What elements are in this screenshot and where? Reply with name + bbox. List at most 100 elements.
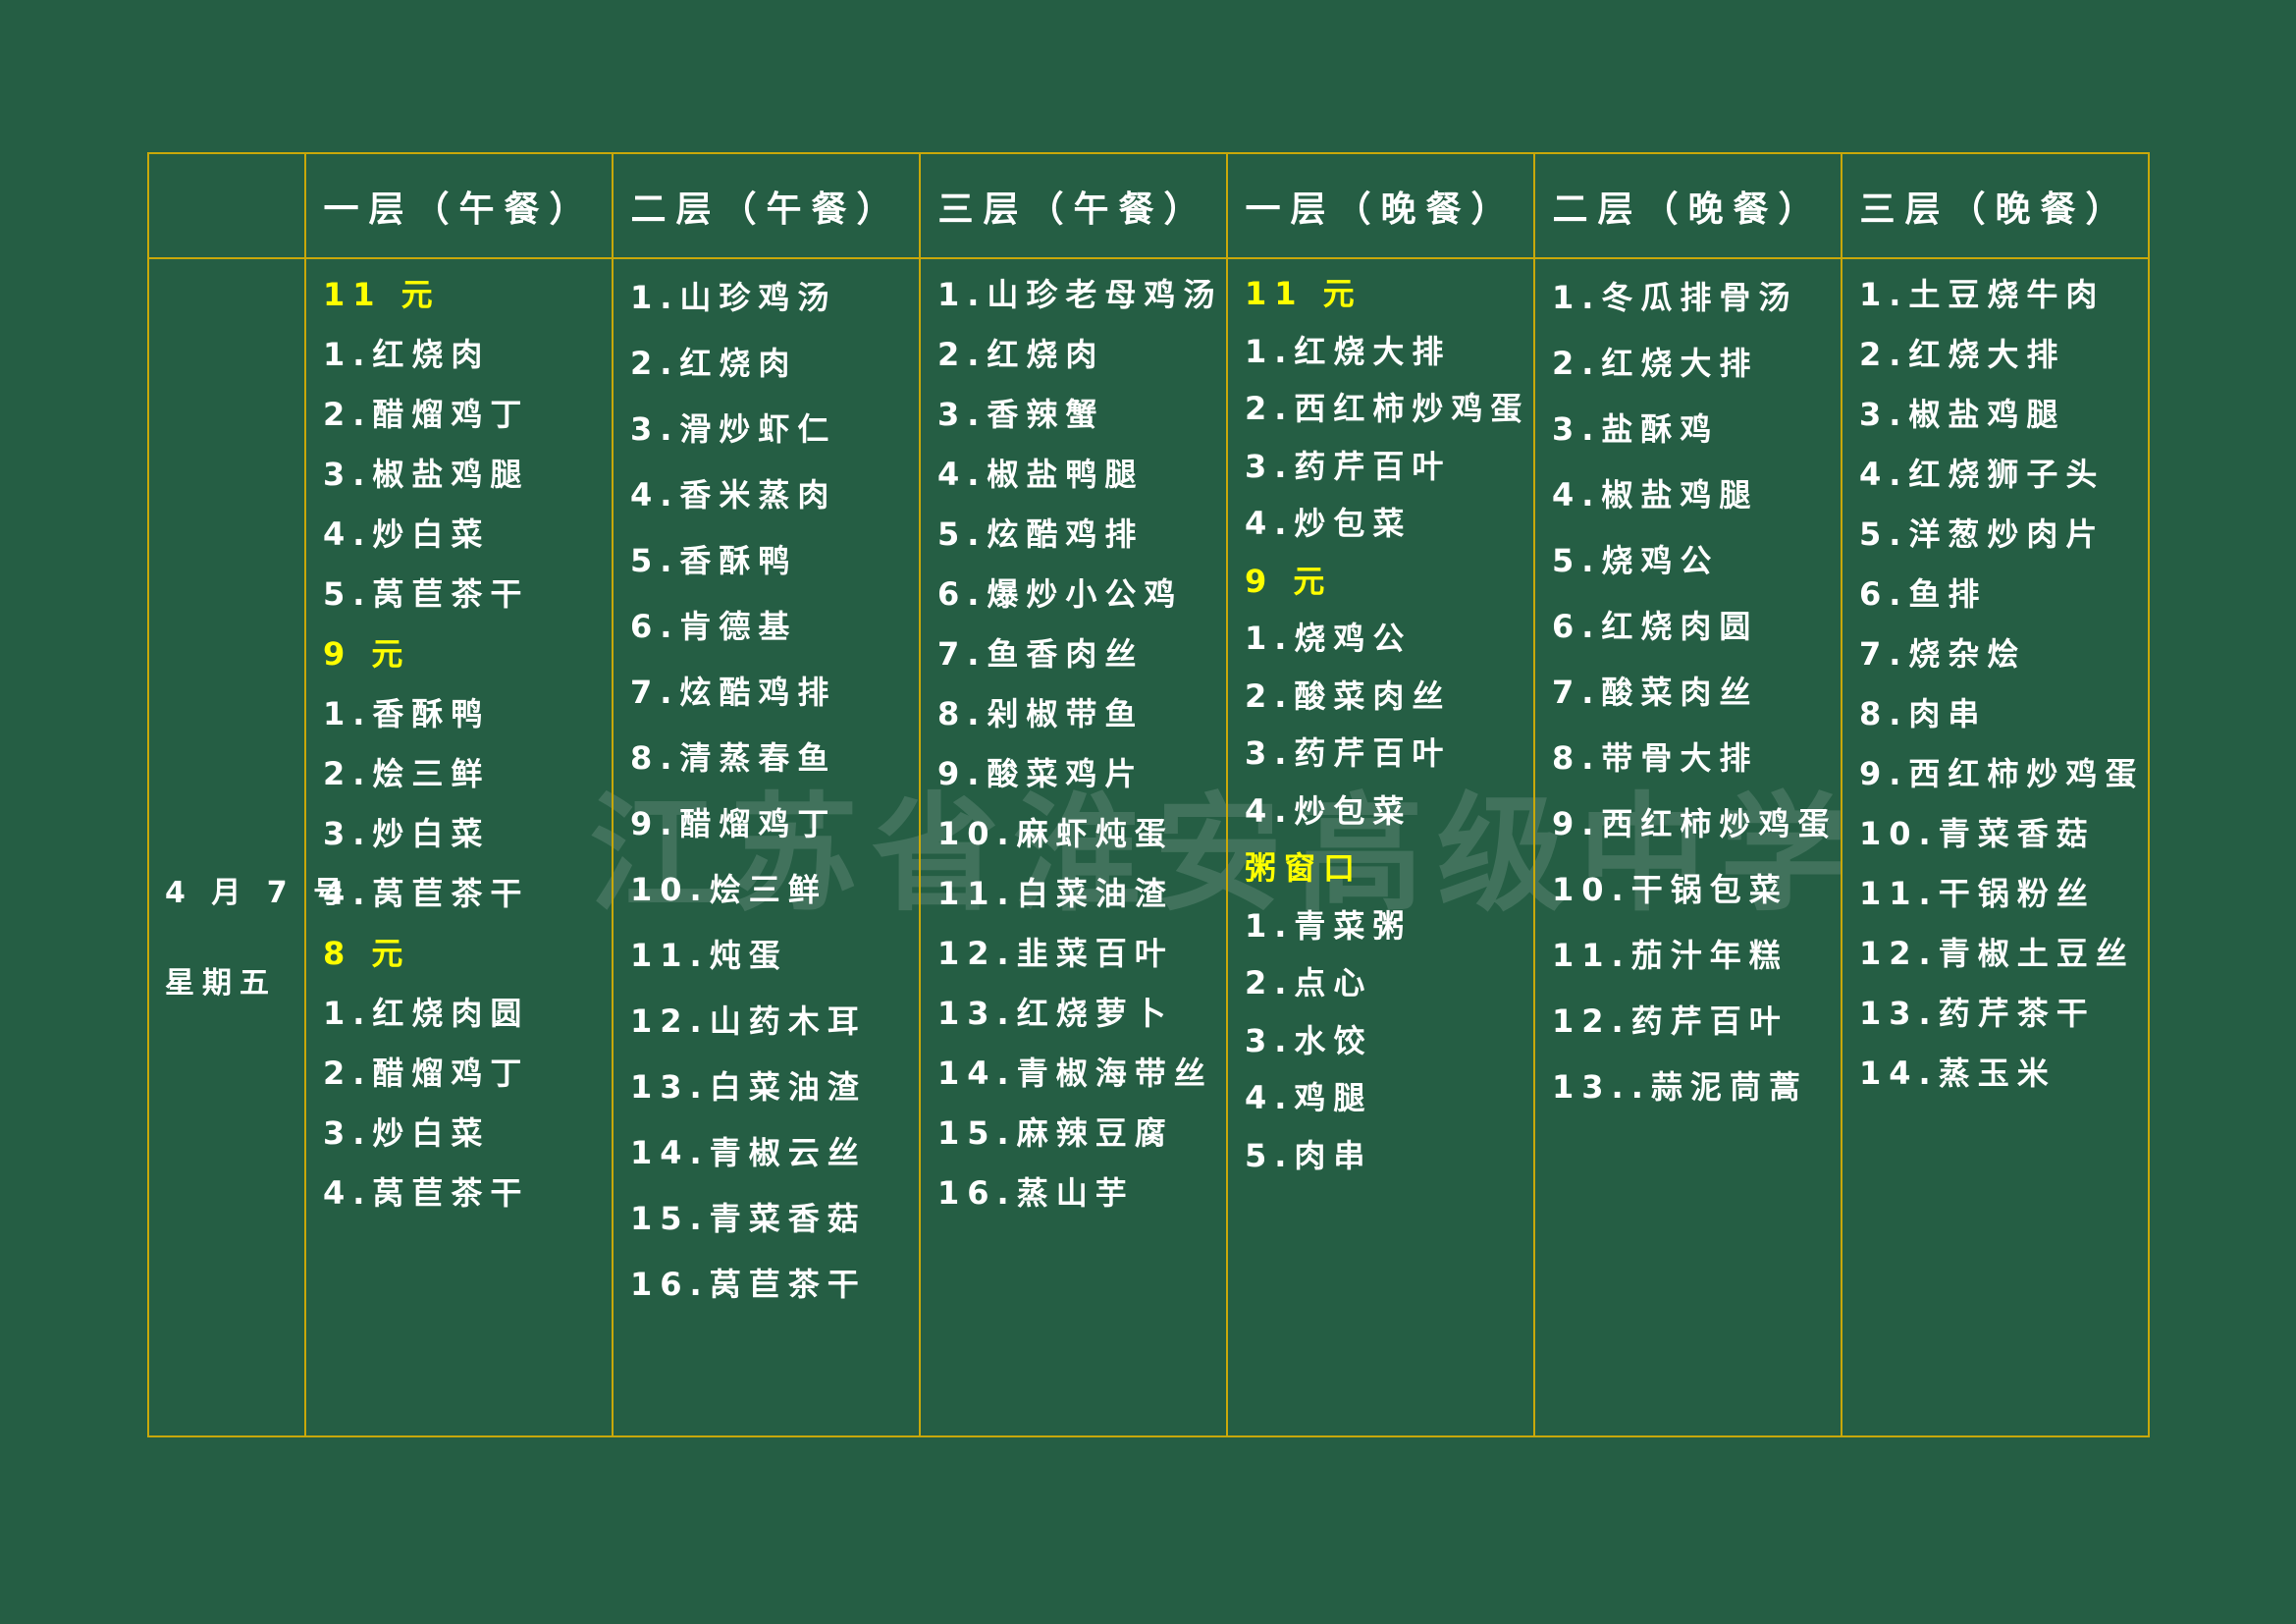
- header-floor1-dinner: 一层（晚餐）: [1226, 152, 1535, 259]
- price-heading: 8 元: [323, 935, 411, 972]
- menu-item: 16.莴苣茶干: [630, 1266, 867, 1303]
- menu-item: 11.白菜油渣: [937, 875, 1174, 912]
- menu-list-floor3-lunch: 1.山珍老母鸡汤 2.红烧肉 3.香辣蟹 4.椒盐鸭腿 5.炫酷鸡排 6.爆炒小公鸡 7.鱼…: [921, 259, 1226, 1223]
- price-heading: 9 元: [323, 635, 411, 673]
- menu-item: 4.炒包菜: [1245, 505, 1413, 542]
- menu-item: 2.西红柿炒鸡蛋: [1245, 390, 1530, 427]
- menu-item: 14.青椒云丝: [630, 1134, 867, 1171]
- menu-item: 11.茄汁年糕: [1552, 937, 1789, 974]
- header-floor3-dinner: 三层（晚餐）: [1841, 152, 2150, 259]
- menu-item: 15.麻辣豆腐: [937, 1114, 1174, 1152]
- menu-item: 5.肉串: [1245, 1136, 1373, 1174]
- menu-item: 13.红烧萝卜: [937, 995, 1174, 1032]
- menu-item: 3.椒盐鸡腿: [1859, 396, 2066, 433]
- menu-item: 6.肯德基: [630, 608, 798, 645]
- menu-item: 8.剁椒带鱼: [937, 695, 1145, 732]
- menu-item: 3.水饺: [1245, 1021, 1373, 1059]
- menu-item: 16.蒸山芋: [937, 1174, 1135, 1212]
- header-floor2-lunch: 二层（午餐）: [612, 152, 921, 259]
- menu-item: 1.红烧肉圆: [323, 995, 530, 1032]
- menu-item: 1.冬瓜排骨汤: [1552, 279, 1798, 316]
- menu-item: 6.爆炒小公鸡: [937, 575, 1184, 613]
- date-label: 4 月 7 号: [165, 876, 351, 910]
- menu-item: 3.药芹百叶: [1245, 447, 1452, 485]
- date-cell: 4 月 7 号 星期五: [147, 257, 343, 1437]
- menu-item: 6.鱼排: [1859, 575, 1988, 613]
- price-heading: 9 元: [1245, 562, 1333, 600]
- menu-item: 1.山珍老母鸡汤: [937, 276, 1223, 313]
- menu-item: 7.鱼香肉丝: [937, 635, 1145, 673]
- menu-item: 9.醋熘鸡丁: [630, 805, 837, 842]
- menu-list-floor2-lunch: 1.山珍鸡汤 2.红烧肉 3.滑炒虾仁 4.香米蒸肉 5.香酥鸭 6.肯德基 7.炫酷鸡排 8…: [614, 259, 919, 1318]
- menu-item: 15.青菜香菇: [630, 1200, 867, 1237]
- menu-list-floor3-dinner: 1.土豆烧牛肉 2.红烧大排 3.椒盐鸡腿 4.红烧狮子头 5.洋葱炒肉片 6.鱼排 7.烧…: [1842, 259, 2148, 1104]
- menu-item: 12.韭菜百叶: [937, 935, 1174, 972]
- price-heading: 粥窗口: [1245, 849, 1363, 887]
- menu-item: 4.鸡腿: [1245, 1079, 1373, 1116]
- menu-item: 2.醋熘鸡丁: [323, 396, 530, 433]
- menu-item: 11.炖蛋: [630, 937, 788, 974]
- menu-item: 1.青菜粥: [1245, 906, 1413, 945]
- menu-item: 2.红烧大排: [1552, 345, 1759, 382]
- menu-item: 10.烩三鲜: [630, 871, 828, 908]
- menu-item: 3.盐酥鸡: [1552, 410, 1720, 448]
- header-empty-cell: [147, 152, 306, 259]
- menu-item: 2.红烧肉: [937, 336, 1105, 373]
- menu-item: 4.红烧狮子头: [1859, 456, 2106, 493]
- menu-item: 5.莴苣茶干: [323, 575, 530, 613]
- weekday-label: 星期五: [165, 966, 277, 1001]
- menu-item: 1.烧鸡公: [1245, 620, 1413, 657]
- menu-item: 3.炒白菜: [323, 1114, 491, 1152]
- menu-item: 9.酸菜鸡片: [937, 755, 1145, 792]
- menu-item: 4.炒白菜: [323, 515, 491, 553]
- menu-item: 2.烩三鲜: [323, 755, 491, 792]
- menu-item: 3.药芹百叶: [1245, 734, 1452, 772]
- menu-item: 1.红烧大排: [1245, 332, 1452, 370]
- menu-item: 9.西红柿炒鸡蛋: [1552, 805, 1838, 842]
- menu-item: 4.炒包菜: [1245, 791, 1413, 830]
- menu-item: 14.蒸玉米: [1859, 1055, 2056, 1092]
- menu-item: 7.烧杂烩: [1859, 635, 2027, 673]
- menu-item: 9.西红柿炒鸡蛋: [1859, 755, 2145, 792]
- menu-item: 2.红烧大排: [1859, 336, 2066, 373]
- menu-item: 4.莴苣茶干: [323, 1174, 530, 1212]
- menu-list-floor1-dinner: 11 元 1.红烧大排 2.西红柿炒鸡蛋 3.药芹百叶 4.炒包菜 9 元 1.烧鸡公 2.酸…: [1228, 259, 1533, 1184]
- menu-list-floor1-lunch: 11 元 1.红烧肉 2.醋熘鸡丁 3.椒盐鸡腿 4.炒白菜 5.莴苣茶干 9 元 1.香酥鸭…: [306, 259, 612, 1223]
- price-heading: 11 元: [323, 276, 441, 313]
- menu-item: 1.红烧肉: [323, 336, 491, 373]
- header-floor3-lunch: 三层（午餐）: [919, 152, 1228, 259]
- menu-item: 1.香酥鸭: [323, 695, 491, 732]
- menu-item: 2.醋熘鸡丁: [323, 1055, 530, 1092]
- menu-item: 11.干锅粉丝: [1859, 875, 2096, 912]
- menu-item: 5.烧鸡公: [1552, 542, 1720, 579]
- menu-item: 12.青椒土豆丝: [1859, 935, 2135, 972]
- menu-item: 3.炒白菜: [323, 815, 491, 852]
- menu-item: 5.香酥鸭: [630, 542, 798, 579]
- menu-item: 1.山珍鸡汤: [630, 279, 837, 316]
- header-floor1-lunch: 一层（午餐）: [304, 152, 614, 259]
- menu-item: 2.红烧肉: [630, 345, 798, 382]
- price-heading: 11 元: [1245, 275, 1362, 312]
- menu-item: 10.干锅包菜: [1552, 871, 1789, 908]
- menu-item: 13.药芹茶干: [1859, 995, 2096, 1032]
- menu-item: 6.红烧肉圆: [1552, 608, 1759, 645]
- menu-item: 7.炫酷鸡排: [630, 674, 837, 711]
- menu-item: 5.洋葱炒肉片: [1859, 515, 2106, 553]
- menu-list-floor2-dinner: 1.冬瓜排骨汤 2.红烧大排 3.盐酥鸡 4.椒盐鸡腿 5.烧鸡公 6.红烧肉圆 7.酸菜肉…: [1535, 259, 1841, 1120]
- menu-item: 5.炫酷鸡排: [937, 515, 1145, 553]
- menu-table: 一层（午餐） 二层（午餐） 三层（午餐） 一层（晚餐） 二层（晚餐） 三层（晚餐…: [147, 152, 2150, 1437]
- menu-item: 10.青菜香菇: [1859, 815, 2096, 852]
- menu-item: 14.青椒海带丝: [937, 1055, 1213, 1092]
- menu-item: 7.酸菜肉丝: [1552, 674, 1759, 711]
- menu-item: 2.酸菜肉丝: [1245, 677, 1452, 715]
- menu-item: 8.清蒸春鱼: [630, 739, 837, 777]
- menu-item: 8.带骨大排: [1552, 739, 1759, 777]
- menu-item: 4.椒盐鸭腿: [937, 456, 1145, 493]
- header-row: 一层（午餐） 二层（午餐） 三层（午餐） 一层（晚餐） 二层（晚餐） 三层（晚餐…: [147, 152, 2150, 259]
- menu-item: 13..蒜泥茼蒿: [1552, 1068, 1808, 1106]
- header-floor2-dinner: 二层（晚餐）: [1533, 152, 1842, 259]
- menu-item: 4.香米蒸肉: [630, 476, 837, 514]
- menu-item: 2.点心: [1245, 964, 1373, 1001]
- menu-item: 3.滑炒虾仁: [630, 410, 837, 448]
- menu-row: 4 月 7 号 星期五 11 元 1.红烧肉 2.醋熘鸡丁 3.椒盐鸡腿 4.炒白菜 5.…: [147, 257, 2150, 1437]
